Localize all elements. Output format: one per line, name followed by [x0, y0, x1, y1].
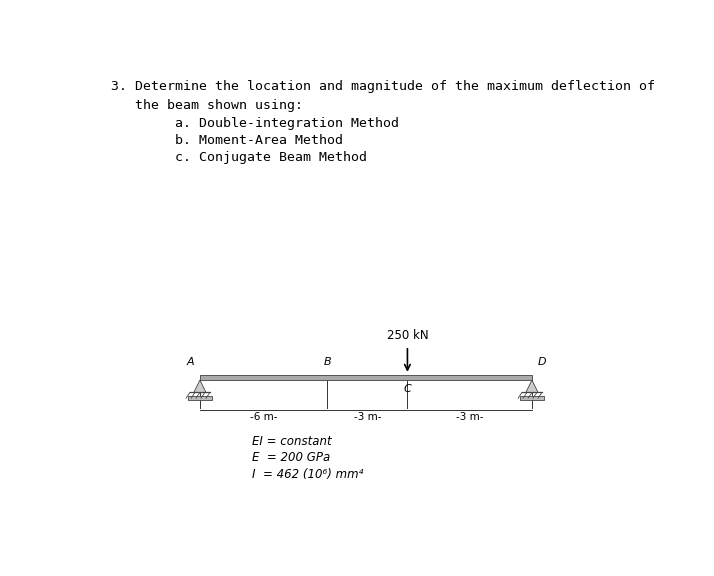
- Text: B: B: [323, 357, 331, 367]
- Text: the beam shown using:: the beam shown using:: [111, 99, 303, 112]
- Text: D: D: [538, 357, 546, 367]
- Text: E  = 200 GPa: E = 200 GPa: [253, 452, 331, 464]
- Text: C: C: [403, 384, 411, 394]
- Text: -3 m-: -3 m-: [456, 412, 483, 422]
- Text: c. Conjugate Beam Method: c. Conjugate Beam Method: [111, 151, 368, 164]
- Text: 250 kN: 250 kN: [386, 329, 428, 342]
- Text: b. Moment-Area Method: b. Moment-Area Method: [111, 134, 343, 147]
- Polygon shape: [193, 380, 206, 392]
- Bar: [188, 396, 212, 400]
- Bar: [200, 375, 532, 380]
- Text: -3 m-: -3 m-: [353, 412, 381, 422]
- Bar: [520, 396, 544, 400]
- Text: 3. Determine the location and magnitude of the maximum deflection of: 3. Determine the location and magnitude …: [111, 80, 655, 93]
- Text: EI = constant: EI = constant: [253, 434, 332, 448]
- Text: I  = 462 (10⁶) mm⁴: I = 462 (10⁶) mm⁴: [253, 468, 364, 482]
- Text: A: A: [187, 357, 194, 367]
- Text: -6 m-: -6 m-: [250, 412, 277, 422]
- Polygon shape: [526, 380, 538, 392]
- Text: a. Double-integration Method: a. Double-integration Method: [111, 118, 399, 130]
